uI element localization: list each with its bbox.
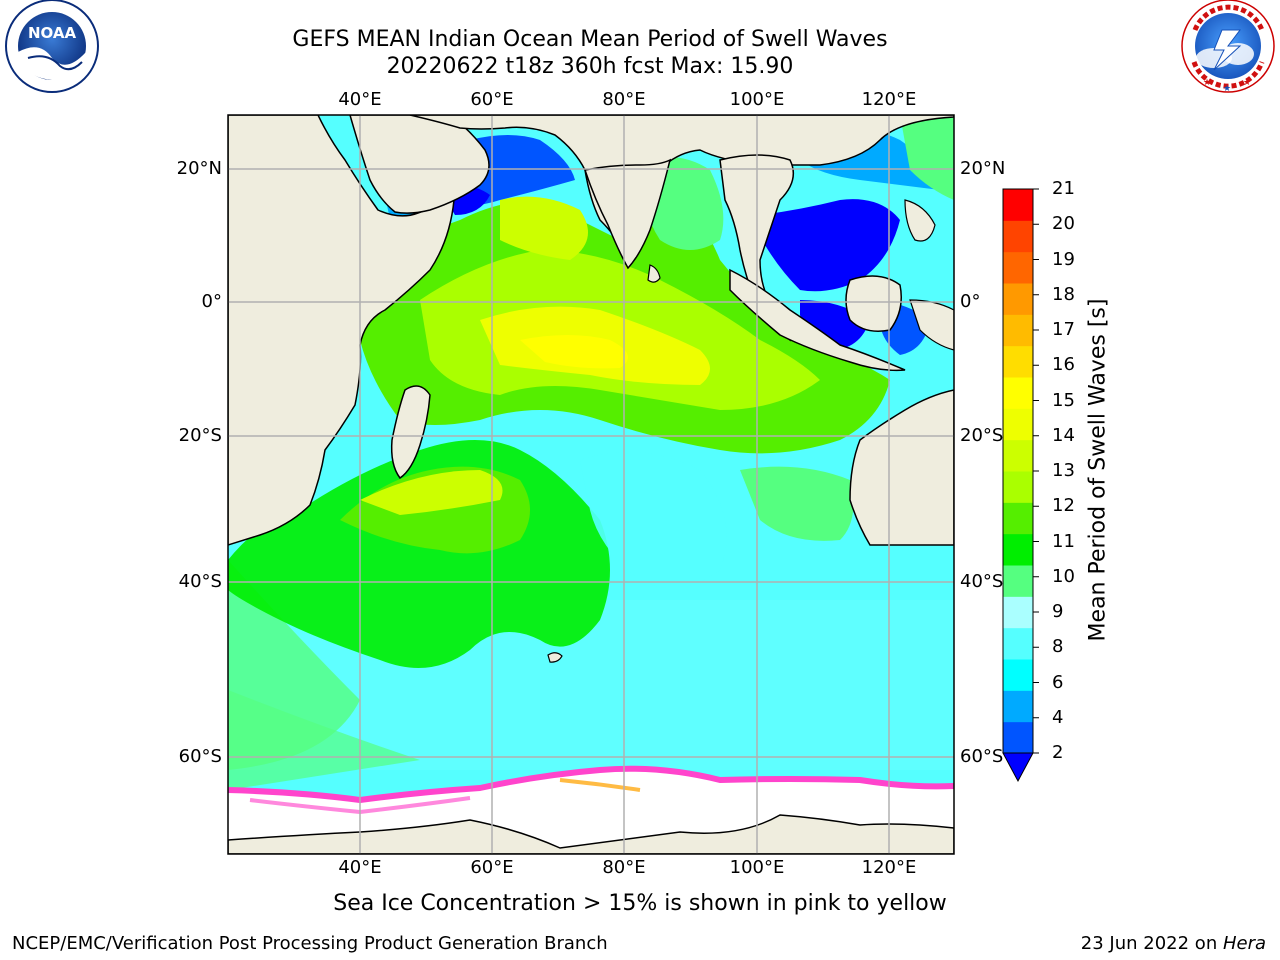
lon-label-top: 60°E — [470, 89, 514, 110]
colorbar-tick-label: 10 — [1052, 565, 1075, 587]
lon-label-top: 100°E — [729, 89, 785, 110]
colorbar-segment — [1003, 439, 1033, 472]
land-india — [584, 158, 672, 270]
footer-date: 23 Jun 2022 on Hera — [1081, 933, 1266, 954]
colorbar-segment — [1003, 189, 1033, 221]
land-africa — [228, 115, 455, 546]
lat-label-left: 20°S — [178, 425, 222, 446]
land-sumatra-java — [729, 268, 906, 372]
colorbar-tick-label: 8 — [1052, 636, 1064, 658]
colorbar-tick-label: 6 — [1052, 671, 1064, 693]
lat-label-right: 40°S — [960, 571, 1004, 592]
land-australia — [849, 389, 954, 546]
chart-title: GEFS MEAN Indian Ocean Mean Period of Sw… — [292, 27, 888, 52]
colorbar-segment — [1003, 565, 1033, 597]
lon-label-bottom: 60°E — [470, 857, 514, 878]
colorbar-segment — [1003, 596, 1033, 629]
colorbar-segment — [1003, 408, 1033, 441]
colorbar-segment — [1003, 220, 1033, 253]
colorbar-segment — [1003, 377, 1033, 409]
lat-label-left: 0° — [201, 291, 222, 312]
footer-host: Hera — [1222, 933, 1266, 954]
colorbar-tick-label: 2 — [1052, 742, 1064, 763]
noaa-logo: NOAA — [5, 0, 99, 93]
nws-logo: ★ ★ ★ — [1181, 0, 1275, 94]
low-period-south-china-sea — [760, 199, 900, 292]
land-madagascar — [390, 385, 431, 480]
colorbar-segment — [1003, 721, 1033, 754]
colorbar-segment — [1003, 283, 1033, 315]
svg-text:★: ★ — [1243, 78, 1251, 88]
lat-label-right: 20°S — [960, 425, 1004, 446]
colorbar-segment — [1003, 533, 1033, 566]
colorbar-segment — [1003, 345, 1033, 378]
lon-label-top: 80°E — [602, 89, 646, 110]
colorbar-tick-label: 20 — [1052, 213, 1075, 235]
lon-label-bottom: 100°E — [729, 857, 785, 878]
colorbar-segment — [1003, 502, 1033, 535]
colorbar-tick-label: 18 — [1052, 283, 1075, 305]
colorbar-tick-label: 19 — [1052, 248, 1075, 270]
noaa-wordmark: NOAA — [28, 24, 77, 42]
lon-label-top: 120°E — [861, 89, 917, 110]
lat-label-left: 60°S — [178, 746, 222, 767]
lat-label-right: 20°N — [960, 158, 1006, 179]
lat-label-left: 40°S — [178, 571, 222, 592]
svg-text:★: ★ — [1203, 78, 1211, 88]
colorbar-segment — [1003, 627, 1033, 660]
sea-ice-note: Sea Ice Concentration > 15% is shown in … — [333, 891, 947, 916]
lon-label-bottom: 80°E — [602, 857, 646, 878]
lat-label-right: 60°S — [960, 746, 1004, 767]
colorbar-tick-label: 11 — [1052, 530, 1075, 552]
colorbar-extend-arrow — [1002, 752, 1034, 783]
colorbar-segment — [1003, 251, 1033, 284]
colorbar-segment — [1003, 314, 1033, 347]
colorbar-tick-label: 9 — [1052, 601, 1064, 622]
footer-credit: NCEP/EMC/Verification Post Processing Pr… — [12, 933, 608, 954]
footer-date-text: 23 Jun 2022 on — [1080, 933, 1223, 954]
colorbar-segment — [1003, 690, 1033, 723]
map-gridlines — [228, 115, 954, 854]
colorbar-tick-label: 4 — [1052, 706, 1064, 728]
land-borneo — [845, 275, 902, 332]
colorbar-title: Mean Period of Swell Waves [s] — [1085, 298, 1111, 642]
map-plot — [228, 115, 954, 854]
lon-label-bottom: 40°E — [338, 857, 382, 878]
lat-label-left: 20°N — [176, 158, 222, 179]
colorbar-tick-label: 14 — [1052, 424, 1075, 446]
lat-label-right: 0° — [960, 291, 981, 312]
colorbar-tick-label: 15 — [1052, 389, 1075, 411]
colorbar-segment — [1003, 471, 1033, 503]
colorbar-tick-label: 16 — [1052, 354, 1075, 376]
lon-label-top: 40°E — [338, 89, 382, 110]
colorbar-tick-label: 17 — [1052, 319, 1075, 340]
lon-label-bottom: 120°E — [861, 857, 917, 878]
colorbar-tick-label: 21 — [1052, 178, 1075, 199]
svg-text:★: ★ — [1223, 84, 1231, 94]
colorbar — [1002, 188, 1039, 783]
colorbar-tick-label: 12 — [1052, 495, 1075, 517]
chart-subtitle: 20220622 t18z 360h fcst Max: 15.90 — [386, 54, 794, 79]
map-frame — [227, 114, 955, 855]
colorbar-segment — [1003, 659, 1033, 691]
colorbar-tick-label: 13 — [1052, 460, 1075, 481]
land-arabia — [349, 115, 490, 214]
